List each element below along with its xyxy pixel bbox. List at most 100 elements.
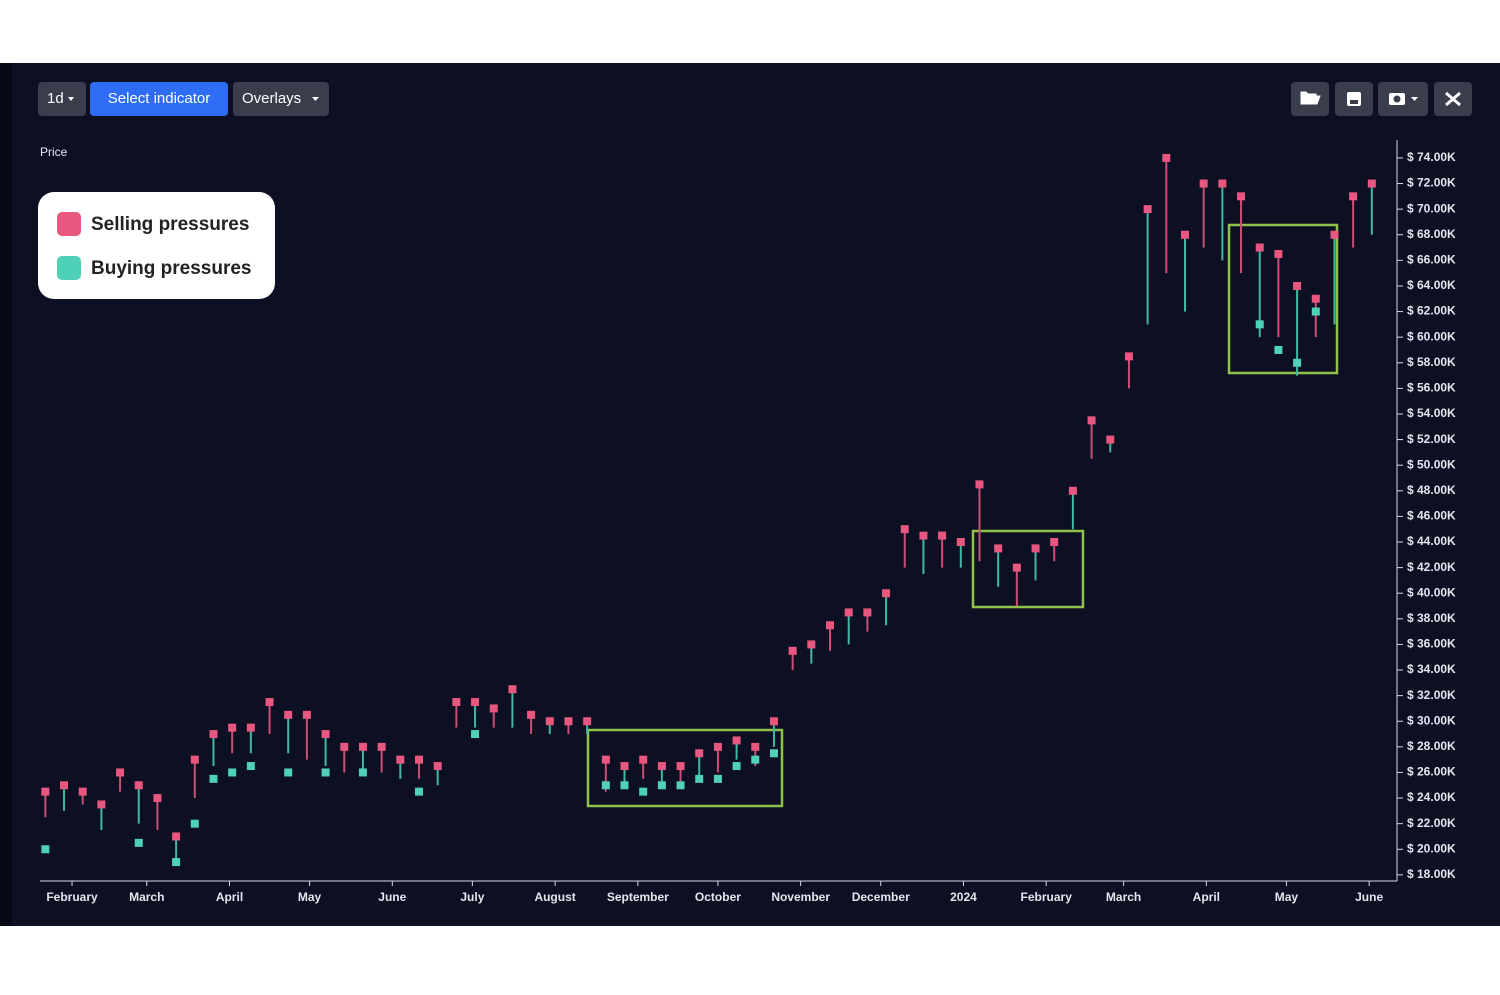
selling-marker — [1311, 294, 1320, 303]
selling-marker — [1293, 281, 1302, 290]
buying-marker — [751, 755, 760, 764]
selling-marker — [956, 538, 965, 547]
y-tick-label: $ 18.00K — [1407, 867, 1456, 881]
y-tick-label: $ 38.00K — [1407, 611, 1456, 625]
selling-marker — [209, 730, 218, 739]
plot: $ 18.00K $ 20.00K $ 22.00K $ 24.00K $ 26.00K… — [40, 140, 1456, 904]
caret — [1411, 97, 1418, 101]
selling-marker — [153, 794, 162, 803]
selling-marker — [1349, 192, 1358, 201]
y-tick-label: $ 22.00K — [1407, 816, 1456, 830]
selling-marker — [975, 480, 984, 489]
x-tick-label: June — [378, 890, 406, 904]
buying-marker — [41, 845, 50, 854]
buying-marker — [1311, 307, 1320, 316]
selling-marker — [788, 646, 797, 655]
selling-marker — [1330, 230, 1339, 239]
selling-marker — [1068, 486, 1077, 495]
selling-marker — [190, 755, 199, 764]
x-tick-label: December — [852, 890, 910, 904]
y-tick-label: $ 44.00K — [1407, 534, 1456, 548]
x-tick-label: August — [534, 890, 575, 904]
buying-marker — [414, 787, 423, 796]
buying-marker — [620, 781, 629, 790]
buying-marker — [601, 781, 610, 790]
indicator-label: Select indicator — [108, 90, 211, 107]
buying-marker — [713, 774, 722, 783]
y-tick-label: $ 72.00K — [1407, 176, 1456, 190]
left-strip — [0, 63, 12, 926]
selling-marker — [1162, 153, 1171, 162]
selling-marker — [751, 742, 760, 751]
x-tick-label: July — [460, 890, 484, 904]
y-tick-label: $ 42.00K — [1407, 560, 1456, 574]
selling-marker — [489, 704, 498, 713]
legend-swatch — [57, 212, 81, 236]
x-tick-label: November — [771, 890, 830, 904]
highlight-box — [586, 728, 784, 808]
buying-marker — [657, 781, 666, 790]
highlight-box — [971, 529, 1085, 609]
selling-marker — [1199, 179, 1208, 188]
y-tick-label: $ 46.00K — [1407, 509, 1456, 523]
buying-marker — [321, 768, 330, 777]
interval-button[interactable] — [38, 82, 86, 116]
buying-marker — [284, 768, 293, 777]
selling-marker — [1143, 205, 1152, 214]
buying-marker — [134, 838, 143, 847]
selling-marker — [358, 742, 367, 751]
selling-marker — [620, 762, 629, 771]
selling-marker — [60, 781, 69, 790]
y-tick-label: $ 56.00K — [1407, 381, 1456, 395]
selling-marker — [938, 531, 947, 540]
selling-marker — [41, 787, 50, 796]
x-tick-label: February — [1021, 890, 1073, 904]
selling-marker — [639, 755, 648, 764]
legend-label: Selling pressures — [91, 214, 249, 235]
x-tick-label: May — [1275, 890, 1299, 904]
buying-marker — [769, 749, 778, 758]
selling-marker — [1031, 544, 1040, 553]
caret — [68, 97, 74, 101]
x-tick-label: March — [129, 890, 164, 904]
overlays-button[interactable] — [233, 82, 329, 116]
legend-label: Buying pressures — [91, 258, 252, 279]
open-icon — [1300, 91, 1321, 105]
camera-lens — [1393, 95, 1401, 103]
y-tick-label: $ 28.00K — [1407, 739, 1456, 753]
buying-marker — [228, 768, 237, 777]
fullscreen-icon — [1445, 91, 1461, 107]
selling-marker — [377, 742, 386, 751]
buying-marker — [695, 774, 704, 783]
selling-marker — [844, 608, 853, 617]
x-tick-label: April — [216, 890, 243, 904]
highlight-box — [1227, 223, 1339, 375]
y-tick-label: $ 26.00K — [1407, 765, 1456, 779]
selling-marker — [657, 762, 666, 771]
selling-marker — [807, 640, 816, 649]
x-tick-label: April — [1193, 890, 1220, 904]
y-tick-label: $ 34.00K — [1407, 662, 1456, 676]
buying-marker — [732, 762, 741, 771]
x-tick-label: March — [1106, 890, 1141, 904]
buying-marker — [1293, 358, 1302, 367]
legend-swatch — [57, 256, 81, 280]
selling-marker — [134, 781, 143, 790]
selling-marker — [900, 525, 909, 534]
y-axis-title: Price — [40, 145, 68, 159]
selling-marker — [1274, 249, 1283, 258]
selling-marker — [1087, 416, 1096, 425]
x-tick-label: May — [298, 890, 322, 904]
buying-marker — [1274, 345, 1283, 354]
buying-marker — [172, 858, 181, 867]
y-tick-label: $ 30.00K — [1407, 713, 1456, 727]
selling-marker — [564, 717, 573, 726]
y-tick-label: $ 48.00K — [1407, 483, 1456, 497]
indicator-button[interactable] — [90, 82, 228, 116]
selling-marker — [78, 787, 87, 796]
selling-marker — [340, 742, 349, 751]
selling-marker — [1124, 352, 1133, 361]
interval-label: 1d — [47, 90, 64, 107]
x-tick-label: February — [46, 890, 98, 904]
